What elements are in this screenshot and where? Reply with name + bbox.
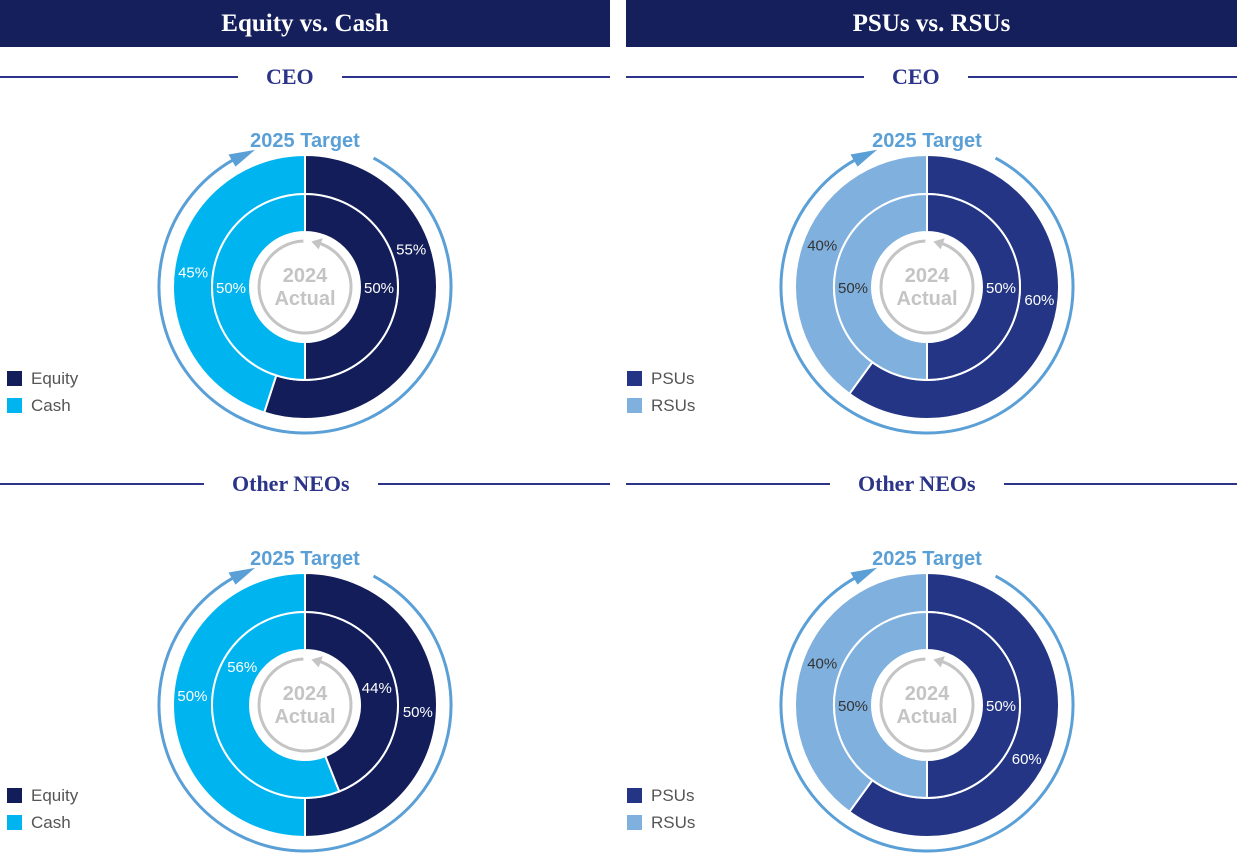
data-label-outer-rsus: 40%	[807, 656, 837, 673]
data-label-outer-psus: 60%	[1024, 292, 1054, 309]
inner-ring-title: 2024	[283, 265, 328, 287]
data-label-inner-equity: 44%	[362, 680, 392, 697]
data-label-inner-equity: 50%	[364, 280, 394, 297]
outer-ring-title: 2025 Target	[250, 548, 360, 570]
data-label-outer-equity: 55%	[396, 241, 426, 258]
legend-item-equity: Equity	[7, 365, 78, 392]
section-title: CEO	[266, 64, 314, 89]
target-arrow-arc	[157, 572, 453, 853]
data-label-inner-cash: 56%	[227, 659, 257, 676]
legend: PSUs RSUs	[627, 365, 695, 419]
legend-swatch	[7, 788, 22, 803]
data-label-inner-psus: 50%	[986, 280, 1016, 297]
legend: Equity Cash	[7, 782, 78, 836]
data-label-inner-cash: 50%	[216, 280, 246, 297]
slice-inner-cash	[211, 192, 306, 382]
target-arrowhead-icon	[850, 567, 878, 585]
inner-ring-title: Actual	[274, 288, 335, 310]
legend: Equity Cash	[7, 365, 78, 419]
target-arrowhead-icon	[228, 149, 256, 167]
legend-swatch	[7, 398, 22, 413]
inner-ring-title: Actual	[274, 706, 335, 728]
section-ceo-left: CEO	[0, 62, 610, 92]
target-arrowhead-icon	[850, 149, 878, 167]
slice-inner-cash	[211, 610, 341, 799]
legend-item-cash: Cash	[7, 392, 78, 419]
slice-inner-rsus	[833, 610, 928, 800]
data-label-inner-rsus: 50%	[838, 698, 868, 715]
slice-inner-psus	[926, 192, 1021, 382]
section-ceo-right: CEO	[626, 62, 1237, 92]
section-title: Other NEOs	[858, 471, 976, 496]
slice-inner-psus	[926, 610, 1021, 800]
legend-item-equity: Equity	[7, 782, 78, 809]
inner-ring-title: Actual	[896, 288, 957, 310]
data-label-inner-rsus: 50%	[838, 280, 868, 297]
legend-swatch	[627, 398, 642, 413]
target-arrow-arc	[779, 572, 1075, 853]
legend-label: PSUs	[651, 785, 695, 805]
outer-ring-title: 2025 Target	[250, 130, 360, 152]
target-arrow-arc	[157, 154, 453, 435]
legend-label: Equity	[31, 785, 79, 805]
legend-item-psus: PSUs	[627, 782, 695, 809]
inner-ring-title: 2024	[905, 265, 950, 287]
slice-inner-equity	[304, 610, 399, 793]
outer-ring-title: 2025 Target	[872, 130, 982, 152]
actual-arrow-circle	[879, 239, 975, 335]
section-title: CEO	[892, 64, 940, 89]
actual-arrowhead-icon	[933, 656, 945, 668]
actual-arrow-circle	[257, 239, 353, 335]
outer-ring-title: 2025 Target	[872, 548, 982, 570]
legend-item-rsus: RSUs	[627, 809, 695, 836]
actual-arrow-circle	[879, 657, 975, 753]
legend-item-psus: PSUs	[627, 365, 695, 392]
actual-arrowhead-icon	[311, 656, 323, 668]
slice-inner-rsus	[833, 192, 928, 382]
panel-header-equity-cash: Equity vs. Cash	[0, 0, 610, 47]
target-arrow-arc	[779, 154, 1075, 435]
inner-ring-title: 2024	[905, 683, 950, 705]
section-title: Other NEOs	[232, 471, 350, 496]
slice-inner-equity	[304, 192, 399, 382]
legend-swatch	[627, 815, 642, 830]
legend: PSUs RSUs	[627, 782, 695, 836]
legend-label: RSUs	[651, 812, 696, 832]
legend-label: PSUs	[651, 368, 695, 388]
legend-item-cash: Cash	[7, 809, 78, 836]
legend-swatch	[7, 371, 22, 386]
legend-swatch	[7, 815, 22, 830]
data-label-outer-cash: 45%	[178, 264, 208, 281]
legend-item-rsus: RSUs	[627, 392, 695, 419]
actual-arrow-circle	[257, 657, 353, 753]
data-label-outer-cash: 50%	[177, 688, 207, 705]
section-neos-left: Other NEOs	[0, 469, 610, 499]
legend-label: RSUs	[651, 395, 696, 415]
legend-label: Equity	[31, 368, 79, 388]
data-label-inner-psus: 50%	[986, 698, 1016, 715]
actual-arrowhead-icon	[311, 238, 323, 250]
target-arrowhead-icon	[228, 567, 256, 585]
inner-ring-title: 2024	[283, 683, 328, 705]
inner-ring-title: Actual	[896, 706, 957, 728]
data-label-outer-rsus: 40%	[807, 238, 837, 255]
data-label-outer-psus: 60%	[1012, 751, 1042, 768]
legend-label: Cash	[31, 812, 71, 832]
data-label-outer-equity: 50%	[403, 704, 433, 721]
section-neos-right: Other NEOs	[626, 469, 1237, 499]
actual-arrowhead-icon	[933, 238, 945, 250]
legend-swatch	[627, 371, 642, 386]
legend-swatch	[627, 788, 642, 803]
panel-header-psus-rsus: PSUs vs. RSUs	[626, 0, 1237, 47]
legend-label: Cash	[31, 395, 71, 415]
